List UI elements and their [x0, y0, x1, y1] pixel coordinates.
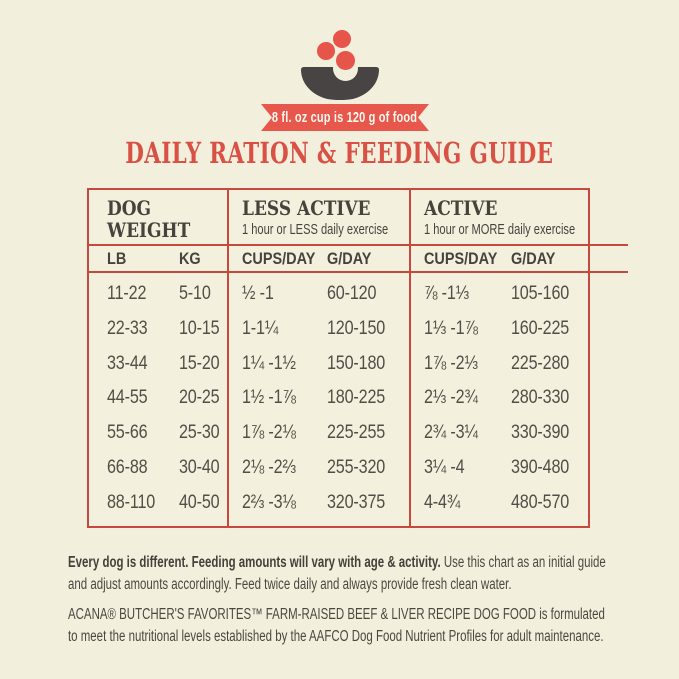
cell-cups: 3¼ -4	[423, 456, 465, 478]
cell-grams: 160-225	[510, 318, 569, 340]
subheader-row: CUPS/DAY G/DAY	[228, 246, 409, 273]
cell-kg: 15-20	[179, 352, 220, 374]
table-row: 2⅓ -2¾ 280-330	[411, 387, 628, 409]
table-row: 1-1¼ 120-150	[229, 318, 409, 340]
table-row: 33-44 15-20	[89, 353, 227, 375]
column-header-g-day: G/DAY	[510, 248, 556, 268]
table-row: 88-110 40-50	[89, 492, 227, 514]
subheader-row: CUPS/DAY G/DAY	[410, 246, 628, 273]
kibble-dot-icon	[333, 30, 351, 48]
cell-cups: ⅞ -1⅓	[423, 283, 469, 305]
table-row: 1⅞ -2⅓ 225-280	[411, 353, 628, 375]
column-header-kg: KG	[179, 248, 201, 268]
cell-cups: 1-1¼	[241, 318, 278, 340]
cell-grams: 480-570	[510, 491, 569, 513]
column-header-lb: LB	[107, 248, 127, 268]
cell-grams: 150-180	[326, 352, 385, 374]
cell-grams: 330-390	[510, 422, 569, 444]
table-row: ½ -1 60-120	[229, 283, 409, 305]
cell-grams: 390-480	[510, 456, 569, 478]
table-row: 1¼ -1½ 150-180	[229, 353, 409, 375]
cell-lb: 55-66	[107, 422, 148, 444]
table-row: 4-4¾ 480-570	[411, 492, 628, 514]
page-title: DAILY RATION & FEEDING GUIDE	[0, 136, 679, 170]
cell-cups: 1⅓ -1⅞	[423, 318, 478, 340]
cup-measure-ribbon: 8 fl. oz cup is 120 g of food	[261, 104, 429, 131]
cell-cups: 2⅔ -3⅛	[241, 491, 296, 513]
column-header-g-day: G/DAY	[326, 248, 372, 268]
cell-cups: 1½ -1⅞	[241, 387, 296, 409]
group-subtitle: 1 hour or MORE daily exercise	[423, 221, 575, 238]
cell-grams: 255-320	[326, 456, 385, 478]
kibble-dot-icon	[336, 51, 355, 70]
group-header-active: ACTIVE 1 hour or MORE daily exercise	[410, 190, 628, 246]
cell-kg: 10-15	[179, 318, 220, 340]
group-title: LESS ACTIVE	[241, 196, 371, 220]
data-rows-active: ⅞ -1⅓ 105-160 1⅓ -1⅞ 160-225 1⅞ -2⅓ 225-280…	[411, 273, 628, 526]
cell-grams: 225-280	[510, 352, 569, 374]
cell-kg: 25-30	[179, 422, 220, 444]
kibble-dot-icon	[317, 42, 335, 60]
table-row: 66-88 30-40	[89, 457, 227, 479]
cell-lb: 22-33	[107, 318, 148, 340]
cell-cups: 1⅞ -2⅛	[241, 422, 296, 444]
table-row: 44-55 20-25	[89, 387, 227, 409]
cell-kg: 40-50	[179, 491, 220, 513]
cell-kg: 30-40	[179, 456, 220, 478]
cell-kg: 20-25	[179, 387, 220, 409]
table-row: 2¾ -3¼ 330-390	[411, 422, 628, 444]
data-rows-dog-weight: 11-22 5-10 22-33 10-15 33-44 15-20 44-55 20-…	[89, 273, 227, 526]
cell-grams: 320-375	[326, 491, 385, 513]
aafco-statement: ACANA® BUTCHER'S FAVORITES™ FARM-RAISED …	[68, 604, 616, 647]
feeding-note-emphasis: Every dog is different. Feeding amounts …	[68, 554, 441, 571]
table-row: 3¼ -4 390-480	[411, 457, 628, 479]
page-title-text: DAILY RATION & FEEDING GUIDE	[125, 136, 554, 170]
table-row: 1⅞ -2⅛ 225-255	[229, 422, 409, 444]
table-row: 1½ -1⅞ 180-225	[229, 387, 409, 409]
feeding-note: Every dog is different. Feeding amounts …	[68, 552, 616, 595]
group-subtitle: 1 hour or LESS daily exercise	[241, 221, 388, 238]
cup-measure-text: 8 fl. oz cup is 120 g of food	[272, 109, 418, 126]
cell-grams: 105-160	[510, 283, 569, 305]
cell-cups: 1⅞ -2⅓	[423, 352, 478, 374]
cell-lb: 88-110	[107, 491, 156, 513]
data-rows-less-active: ½ -1 60-120 1-1¼ 120-150 1¼ -1½ 150-180 1½ …	[229, 273, 409, 526]
table-row: 22-33 10-15	[89, 318, 227, 340]
subheader-row: LB KG	[89, 246, 227, 273]
table-row: ⅞ -1⅓ 105-160	[411, 283, 628, 305]
column-header-cups-day: CUPS/DAY	[241, 248, 315, 268]
cell-cups: 2⅛ -2⅔	[241, 456, 296, 478]
cell-grams: 180-225	[326, 387, 385, 409]
group-header-dog-weight: DOG WEIGHT	[89, 190, 227, 246]
cell-grams: 60-120	[326, 283, 376, 305]
group-header-less-active: LESS ACTIVE 1 hour or LESS daily exercis…	[228, 190, 409, 246]
cell-grams: 280-330	[510, 387, 569, 409]
cell-cups: 2¾ -3¼	[423, 422, 478, 444]
cell-lb: 11-22	[107, 283, 147, 305]
feeding-table: DOG WEIGHT LB KG 11-22 5-10 22-33 10-15 33…	[87, 188, 628, 528]
column-header-cups-day: CUPS/DAY	[423, 248, 497, 268]
table-row: 1⅓ -1⅞ 160-225	[411, 318, 628, 340]
cell-kg: 5-10	[179, 283, 211, 305]
cell-grams: 120-150	[326, 318, 385, 340]
cell-cups: ½ -1	[241, 283, 274, 305]
feeding-note-rest: Use this chart as an initial guide and a…	[68, 554, 606, 593]
cell-lb: 66-88	[107, 456, 148, 478]
cell-grams: 225-255	[326, 422, 385, 444]
cell-cups: 2⅓ -2¾	[423, 387, 478, 409]
cell-lb: 33-44	[107, 352, 148, 374]
column-group-less-active: LESS ACTIVE 1 hour or LESS daily exercis…	[226, 190, 409, 526]
table-row: 2⅛ -2⅔ 255-320	[229, 457, 409, 479]
table-row: 11-22 5-10	[89, 283, 227, 305]
cell-cups: 4-4¾	[423, 491, 460, 513]
group-title: ACTIVE	[423, 196, 498, 220]
column-group-dog-weight: DOG WEIGHT LB KG 11-22 5-10 22-33 10-15 33…	[89, 190, 227, 526]
aafco-statement-text: ACANA® BUTCHER'S FAVORITES™ FARM-RAISED …	[68, 606, 605, 645]
column-group-active: ACTIVE 1 hour or MORE daily exercise CUP…	[408, 190, 628, 526]
group-title: DOG WEIGHT	[107, 196, 191, 242]
table-row: 2⅔ -3⅛ 320-375	[229, 492, 409, 514]
table-row: 55-66 25-30	[89, 422, 227, 444]
cell-lb: 44-55	[107, 387, 148, 409]
cell-cups: 1¼ -1½	[241, 352, 296, 374]
